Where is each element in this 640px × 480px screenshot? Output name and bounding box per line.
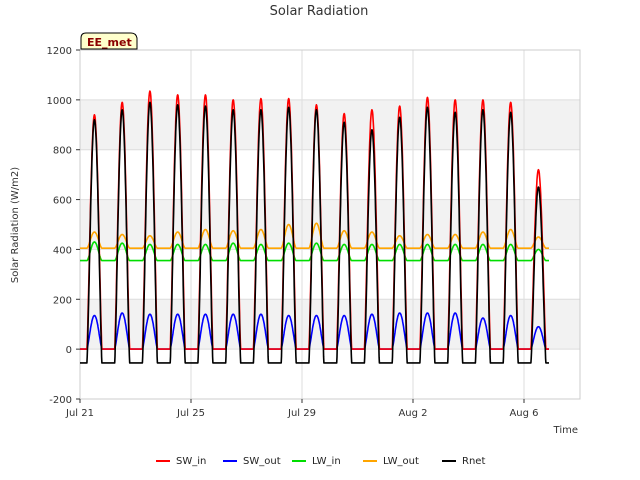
legend-label: Rnet	[462, 456, 485, 467]
station-tag: EE_met	[80, 32, 138, 50]
y-tick-label: 600	[53, 196, 72, 207]
background-band	[80, 199, 580, 250]
x-tick-label: Jul 25	[176, 408, 205, 419]
y-axis-label: Solar Radiation (W/m2)	[10, 167, 21, 283]
series-line-rnet	[79, 101, 550, 364]
y-tick-label: 400	[53, 245, 72, 256]
legend-item: SW_in	[156, 456, 206, 467]
legend-label: LW_in	[312, 456, 341, 467]
x-axis-label: Time	[553, 425, 578, 436]
series-line-lw-out	[79, 222, 550, 249]
x-tick-label: Aug 6	[509, 408, 538, 419]
y-tick-label: 0	[66, 345, 72, 356]
station-tag-box	[80, 32, 138, 50]
plot-frame	[79, 49, 581, 400]
background-band	[80, 299, 580, 350]
x-axis-ticks: Jul 21 Jul 25 Jul 29 Aug 2 Aug 6	[65, 399, 539, 419]
y-axis-ticks: -200 0 200 400 600 800 1000 1200	[47, 46, 80, 406]
y-tick-label: 1200	[47, 46, 72, 57]
y-tick-label: 200	[53, 295, 72, 306]
y-tick-label: -200	[49, 395, 72, 406]
chart-title: Solar Radiation	[270, 4, 369, 19]
legend-item: Rnet	[442, 456, 485, 467]
y-tick-label: 800	[53, 146, 72, 157]
station-tag-label: EE_met	[87, 36, 132, 49]
y-tick-label: 1000	[47, 96, 72, 107]
background-band	[80, 99, 580, 150]
legend-item: LW_in	[292, 456, 341, 467]
legend: SW_in SW_out LW_in LW_out Rnet	[156, 456, 485, 467]
series-lines	[79, 90, 550, 364]
legend-label: SW_out	[243, 456, 281, 467]
x-tick-label: Aug 2	[398, 408, 427, 419]
legend-item: SW_out	[223, 456, 281, 467]
legend-label: LW_out	[383, 456, 419, 467]
legend-item: LW_out	[363, 456, 419, 467]
x-tick-label: Jul 21	[65, 408, 94, 419]
x-tick-label: Jul 29	[287, 408, 316, 419]
plot-background-bands	[80, 99, 580, 350]
series-line-lw-in	[79, 241, 550, 262]
legend-label: SW_in	[176, 456, 206, 467]
